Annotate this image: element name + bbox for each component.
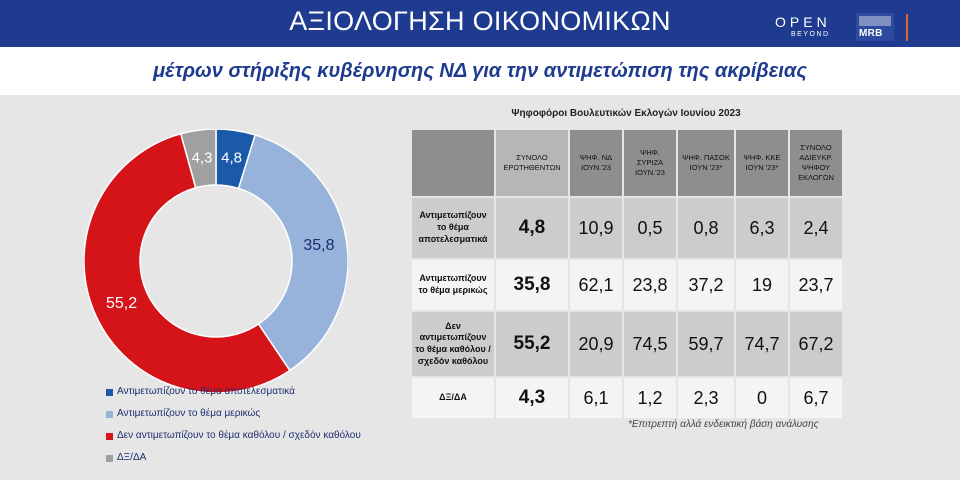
table-row: Αντιμετωπίζουν το θέμα αποτελεσματικά 4,8… — [410, 196, 844, 260]
row-label: Αντιμετωπίζουν το θέμα μερικώς — [410, 258, 496, 312]
donut-chart-svg — [83, 128, 349, 394]
column-header: ΨΗΦ. ΝΔ ΙΟΥΝ.'23 — [568, 128, 624, 198]
column-header: ΨΗΦ. ΠΑΣΟΚ ΙΟΥΝ '23* — [676, 128, 736, 198]
slice-partial — [237, 134, 349, 372]
total-cell: 4,3 — [494, 376, 570, 420]
slice-not-label: 55,2 — [105, 295, 138, 313]
value-cell: 2,3 — [676, 376, 736, 420]
total-cell: 4,8 — [494, 196, 570, 260]
mrb-logo-icon — [856, 13, 894, 41]
slice-effective-label: 4,8 — [221, 149, 243, 167]
slice-partial-label: 35,8 — [303, 236, 335, 254]
page-title: ΑΞΙΟΛΟΓΗΣΗ ΟΙΚΟΝΟΜΙΚΩΝ — [289, 6, 671, 36]
legend-swatch — [106, 389, 113, 396]
results-table: ΣΥΝΟΛΟ ΕΡΩΤΗΘΕΝΤΩΝ ΨΗΦ. ΝΔ ΙΟΥΝ.'23 ΨΗΦ. Σ… — [410, 128, 844, 420]
column-header: ΣΥΝΟΛΟ ΑΔΙΕΥΚΡ. ΨΗΦΟΥ ΕΚΛΟΓΩΝ — [788, 128, 844, 198]
value-cell: 6,1 — [568, 376, 624, 420]
value-cell: 6,7 — [788, 376, 844, 420]
table-row: ΔΞ/ΔΑ 4,3 6,1 1,2 2,3 0 6,7 — [410, 376, 844, 420]
value-cell: 37,2 — [676, 258, 736, 312]
slice-dk-label: 4,3 — [191, 149, 213, 167]
table-caption: Ψηφοφόροι Βουλευτικών Εκλογών Ιουνίου 20… — [511, 108, 741, 119]
legend-label: Αντιμετωπίζουν το θέμα αποτελεσματικά — [117, 386, 295, 397]
table-row: Αντιμετωπίζουν το θέμα μερικώς 35,8 62,1 23… — [410, 258, 844, 312]
value-cell: 23,8 — [622, 258, 678, 312]
value-cell: 6,3 — [734, 196, 790, 260]
value-cell: 67,2 — [788, 310, 844, 378]
page-subtitle: μέτρων στήριξης κυβέρνησης ΝΔ για την αν… — [153, 60, 807, 82]
value-cell: 23,7 — [788, 258, 844, 312]
total-cell: 55,2 — [494, 310, 570, 378]
row-label: Δεν αντιμετωπίζουν το θέμα καθόλου / σχε… — [410, 310, 496, 378]
table-header-row: ΣΥΝΟΛΟ ΕΡΩΤΗΘΕΝΤΩΝ ΨΗΦ. ΝΔ ΙΟΥΝ.'23 ΨΗΦ. Σ… — [410, 128, 844, 198]
value-cell: 74,7 — [734, 310, 790, 378]
column-header: ΨΗΦ. ΚΚΕ ΙΟΥΝ '23* — [734, 128, 790, 198]
legend-swatch — [106, 411, 113, 418]
header-bar — [0, 0, 960, 47]
table-row: Δεν αντιμετωπίζουν το θέμα καθόλου / σχε… — [410, 310, 844, 378]
value-cell: 20,9 — [568, 310, 624, 378]
value-cell: 1,2 — [622, 376, 678, 420]
mrb-logo-text: MRB — [859, 28, 883, 39]
logo-divider — [906, 14, 908, 41]
row-label: ΔΞ/ΔΑ — [410, 376, 496, 420]
column-header: ΨΗΦ. ΣΥΡΙΖΑ ΙΟΥΝ.'23 — [622, 128, 678, 198]
value-cell: 19 — [734, 258, 790, 312]
slice-not — [83, 132, 291, 394]
table-footnote: *Επιτρεπτή αλλά ενδεικτική βάση ανάλυσης — [628, 419, 819, 430]
legend-label: Δεν αντιμετωπίζουν το θέμα καθόλου / σχε… — [117, 430, 361, 441]
value-cell: 0,8 — [676, 196, 736, 260]
value-cell: 10,9 — [568, 196, 624, 260]
value-cell: 0,5 — [622, 196, 678, 260]
slice-dk — [179, 128, 217, 189]
legend-swatch — [106, 433, 113, 440]
legend-swatch — [106, 455, 113, 462]
donut-chart — [83, 128, 349, 394]
value-cell: 74,5 — [622, 310, 678, 378]
total-cell: 35,8 — [494, 258, 570, 312]
value-cell: 59,7 — [676, 310, 736, 378]
open-logo-tagline: BEYOND — [791, 31, 830, 38]
legend-label: Αντιμετωπίζουν το θέμα μερικώς — [117, 408, 261, 419]
open-logo: OPEN — [775, 14, 831, 30]
row-label: Αντιμετωπίζουν το θέμα αποτελεσματικά — [410, 196, 496, 260]
column-header: ΣΥΝΟΛΟ ΕΡΩΤΗΘΕΝΤΩΝ — [494, 128, 570, 198]
legend-label: ΔΞ/ΔΑ — [117, 452, 147, 463]
value-cell: 2,4 — [788, 196, 844, 260]
subtitle-band — [0, 47, 960, 95]
value-cell: 62,1 — [568, 258, 624, 312]
value-cell: 0 — [734, 376, 790, 420]
table-corner — [410, 128, 496, 198]
